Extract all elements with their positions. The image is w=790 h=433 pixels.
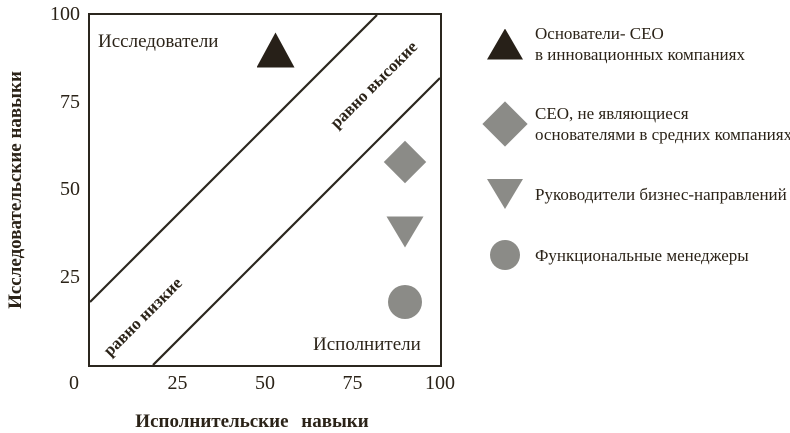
marker-circle bbox=[388, 285, 422, 319]
legend-item-founders-ceo: Основатели- CEO в инновационных компания… bbox=[481, 22, 745, 66]
y-axis-title: Исследовательские навыки bbox=[5, 71, 26, 309]
legend-label: Основатели- CEO в инновационных компания… bbox=[535, 23, 745, 65]
x-tick-label: 75 bbox=[342, 372, 363, 394]
y-tick-label: 75 bbox=[60, 90, 80, 113]
marker-triangle-up bbox=[256, 32, 295, 68]
x-tick-label: 0 bbox=[69, 372, 79, 394]
legend-label-line: Руководители бизнес-направлений bbox=[535, 184, 787, 204]
legend-label: Функциональные менеджеры bbox=[535, 245, 749, 266]
y-tick-label: 100 bbox=[50, 3, 80, 26]
legend-label-line: Функциональные менеджеры bbox=[535, 245, 749, 265]
legend-label-line: основателями в средних компаниях bbox=[535, 124, 790, 144]
triangle-up-icon bbox=[481, 28, 529, 60]
circle-icon bbox=[481, 240, 529, 270]
x-tick-label: 100 bbox=[425, 372, 455, 394]
legend-item-functional-managers: Функциональные менеджеры bbox=[481, 240, 749, 270]
y-tick-label: 50 bbox=[60, 178, 80, 201]
legend-label-line: в инновационных компаниях bbox=[535, 45, 745, 64]
region-label-researchers: Исследователи bbox=[98, 31, 219, 52]
marker-diamond bbox=[383, 140, 427, 184]
marker-triangle-down bbox=[386, 216, 424, 248]
legend-label-line: CEO, не являющиеся bbox=[535, 103, 689, 123]
band-lines bbox=[90, 15, 440, 365]
legend-item-business-heads: Руководители бизнес-направлений bbox=[481, 179, 787, 209]
x-axis-title: Исполнительские навыки bbox=[135, 411, 369, 432]
legend-item-nonfounder-ceo: CEO, не являющиеся основателями в средни… bbox=[481, 100, 790, 147]
legend-label: Руководители бизнес-направлений bbox=[535, 184, 787, 205]
plot-area bbox=[88, 13, 442, 367]
band-line bbox=[90, 15, 378, 303]
y-tick-label: 25 bbox=[60, 265, 80, 288]
triangle-down-icon bbox=[481, 179, 529, 209]
x-tick-label: 50 bbox=[255, 372, 275, 394]
region-label-executors: Исполнители bbox=[313, 334, 421, 355]
x-tick-label: 25 bbox=[167, 372, 188, 394]
legend-label-line: Основатели- CEO bbox=[535, 24, 664, 43]
diamond-icon bbox=[481, 100, 529, 147]
legend-label: CEO, не являющиеся основателями в средни… bbox=[535, 103, 790, 145]
band-line bbox=[152, 77, 440, 365]
